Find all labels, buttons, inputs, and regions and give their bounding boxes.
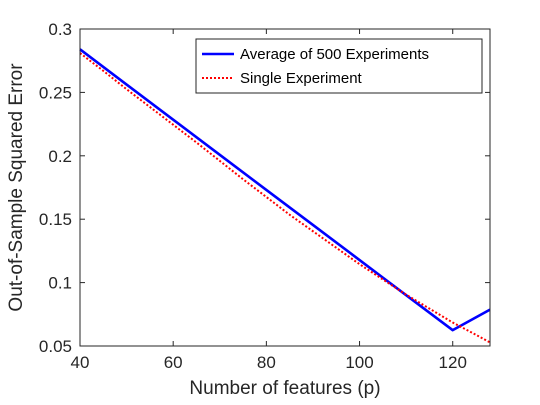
legend-box bbox=[195, 38, 483, 94]
x-tick-label: 60 bbox=[164, 353, 183, 372]
series-line-single bbox=[79, 52, 491, 344]
axes-box bbox=[79, 28, 491, 347]
y-tick-label: 0.25 bbox=[39, 83, 72, 102]
x-tick-label: 80 bbox=[257, 353, 276, 372]
legend-label-single: Single Experiment bbox=[240, 70, 363, 87]
x-tick-label: 120 bbox=[439, 353, 467, 372]
axes-layer: 40 60 80 100 120 0.05 0.1 0.15 0.2 0.25 0.3 bbox=[39, 20, 491, 372]
y-tick-label: 0.3 bbox=[48, 20, 72, 39]
y-tick-label: 0.15 bbox=[39, 210, 72, 229]
x-tick-label: 100 bbox=[345, 353, 373, 372]
y-tick-label: 0.05 bbox=[39, 337, 72, 356]
x-axis-title: Number of features (p) bbox=[189, 378, 380, 399]
y-axis-title: Out-of-Sample Squared Error bbox=[6, 63, 27, 312]
legend-label-average: Average of 500 Experiments bbox=[240, 46, 429, 63]
y-tick-label: 0.1 bbox=[48, 274, 72, 293]
legend: Average of 500 Experiments Single Experim… bbox=[195, 38, 483, 94]
y-tick-label: 0.2 bbox=[48, 147, 72, 166]
series-line-average bbox=[79, 48, 491, 332]
x-tick-label: 40 bbox=[71, 353, 90, 372]
series-layer bbox=[79, 48, 491, 344]
